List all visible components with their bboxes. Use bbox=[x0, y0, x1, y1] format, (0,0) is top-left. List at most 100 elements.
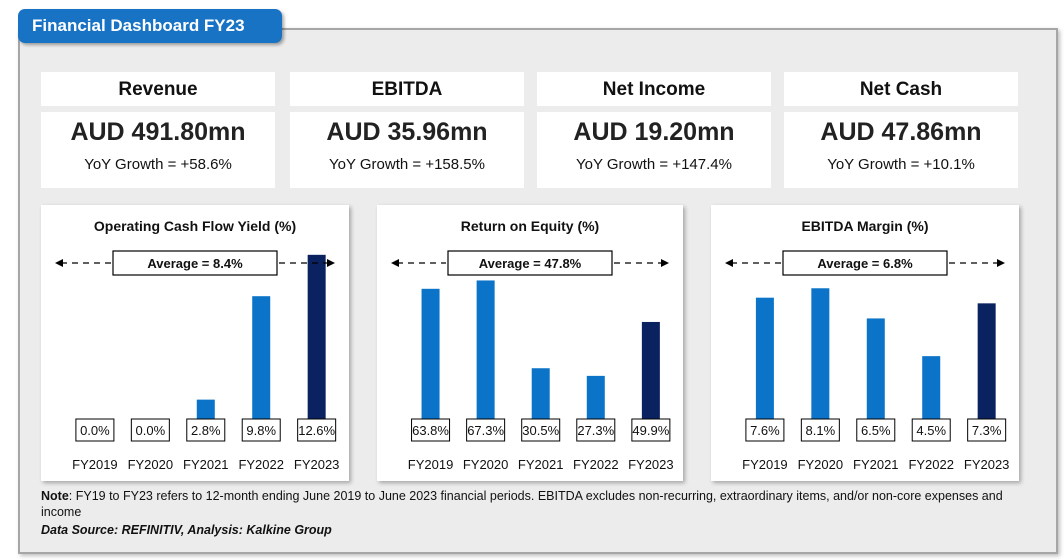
data-label: 30.5% bbox=[522, 423, 559, 438]
data-label-box bbox=[130, 418, 170, 442]
bar bbox=[641, 321, 660, 441]
data-source: Data Source: REFINITIV, Analysis: Kalkin… bbox=[41, 523, 332, 537]
note-label: Note bbox=[41, 489, 69, 503]
kpi-body: AUD 35.96mn YoY Growth = +158.5% bbox=[290, 112, 524, 188]
kpi-label: Net Income bbox=[537, 72, 771, 106]
chart-title: Return on Equity (%) bbox=[461, 218, 599, 234]
data-label-box bbox=[521, 418, 561, 442]
arrow-left-icon bbox=[55, 259, 63, 267]
kpi-growth: YoY Growth = +10.1% bbox=[827, 156, 975, 173]
average-box bbox=[112, 250, 278, 276]
kpi-growth: YoY Growth = +58.6% bbox=[84, 156, 232, 173]
data-label: 4.5% bbox=[916, 423, 946, 438]
average-label: Average = 8.4% bbox=[147, 256, 243, 271]
kpi-growth: YoY Growth = +147.4% bbox=[576, 156, 732, 173]
data-label-box bbox=[856, 418, 896, 442]
average-box bbox=[782, 250, 948, 276]
bar bbox=[755, 297, 774, 441]
data-label: 8.1% bbox=[806, 423, 836, 438]
data-label: 49.9% bbox=[632, 423, 669, 438]
kpi-value: AUD 19.20mn bbox=[573, 118, 735, 146]
data-label-box bbox=[745, 418, 785, 442]
footnote: Note: FY19 to FY23 refers to 12-month en… bbox=[41, 488, 1041, 520]
bar bbox=[307, 254, 326, 441]
data-label: 7.6% bbox=[750, 423, 780, 438]
kpi-card-ebitda: EBITDA AUD 35.96mn YoY Growth = +158.5% bbox=[290, 72, 524, 188]
kpi-label: Net Cash bbox=[784, 72, 1018, 106]
kpi-body: AUD 19.20mn YoY Growth = +147.4% bbox=[537, 112, 771, 188]
category-label: FY2021 bbox=[518, 457, 564, 472]
chart-title: EBITDA Margin (%) bbox=[801, 218, 928, 234]
data-label-box bbox=[967, 418, 1007, 442]
ebitda-margin-chart: EBITDA Margin (%) Average = 6.8% 7.6% FY201… bbox=[725, 218, 1010, 472]
data-label: 0.0% bbox=[80, 423, 110, 438]
ocf-yield-chart: Operating Cash Flow Yield (%) Average = 8… bbox=[55, 218, 340, 472]
kpi-growth: YoY Growth = +158.5% bbox=[329, 156, 485, 173]
category-label: FY2022 bbox=[238, 457, 284, 472]
category-label: FY2021 bbox=[853, 457, 899, 472]
kpi-label: EBITDA bbox=[290, 72, 524, 106]
arrow-left-icon bbox=[391, 259, 399, 267]
category-label: FY2023 bbox=[964, 457, 1010, 472]
data-label-box bbox=[911, 418, 951, 442]
data-label-box bbox=[466, 418, 506, 442]
data-label: 0.0% bbox=[136, 423, 166, 438]
average-label: Average = 47.8% bbox=[479, 256, 582, 271]
data-label: 12.6% bbox=[298, 423, 335, 438]
data-label-box bbox=[241, 418, 281, 442]
dashboard-title: Financial Dashboard FY23 bbox=[18, 9, 282, 43]
average-box bbox=[447, 250, 613, 276]
arrow-right-icon bbox=[661, 259, 669, 267]
kpi-card-revenue: Revenue AUD 491.80mn YoY Growth = +58.6% bbox=[41, 72, 275, 188]
category-label: FY2019 bbox=[742, 457, 788, 472]
kpi-label: Revenue bbox=[41, 72, 275, 106]
kpi-body: AUD 47.86mn YoY Growth = +10.1% bbox=[784, 112, 1018, 188]
category-label: FY2020 bbox=[463, 457, 509, 472]
data-label: 7.3% bbox=[972, 423, 1002, 438]
note-text: : FY19 to FY23 refers to 12-month ending… bbox=[41, 489, 1003, 519]
kpi-value: AUD 491.80mn bbox=[70, 118, 246, 146]
category-label: FY2023 bbox=[294, 457, 340, 472]
chart-card-ebitda-margin: EBITDA Margin (%) Average = 6.8% 7.6% FY201… bbox=[711, 205, 1019, 481]
arrow-right-icon bbox=[997, 259, 1005, 267]
kpi-card-net-cash: Net Cash AUD 47.86mn YoY Growth = +10.1% bbox=[784, 72, 1018, 188]
chart-card-roe: Return on Equity (%) Average = 47.8% 63.8%… bbox=[377, 205, 683, 481]
category-label: FY2020 bbox=[798, 457, 844, 472]
bar bbox=[476, 280, 495, 441]
chart-card-ocf-yield: Operating Cash Flow Yield (%) Average = 8… bbox=[41, 205, 349, 481]
category-label: FY2021 bbox=[183, 457, 229, 472]
category-label: FY2023 bbox=[628, 457, 674, 472]
average-label: Average = 6.8% bbox=[817, 256, 913, 271]
data-label-box bbox=[800, 418, 840, 442]
data-label-box bbox=[75, 418, 115, 442]
data-label-box bbox=[297, 418, 337, 442]
arrow-left-icon bbox=[725, 259, 733, 267]
data-label: 27.3% bbox=[577, 423, 614, 438]
category-label: FY2022 bbox=[573, 457, 619, 472]
bar bbox=[252, 296, 271, 441]
data-label: 2.8% bbox=[191, 423, 221, 438]
kpi-card-net-income: Net Income AUD 19.20mn YoY Growth = +147… bbox=[537, 72, 771, 188]
data-label-box bbox=[576, 418, 616, 442]
bar bbox=[866, 318, 885, 441]
bar bbox=[421, 288, 440, 441]
kpi-value: AUD 35.96mn bbox=[326, 118, 488, 146]
category-label: FY2020 bbox=[128, 457, 174, 472]
bar bbox=[811, 288, 830, 441]
category-label: FY2019 bbox=[72, 457, 118, 472]
data-label-box bbox=[411, 418, 451, 442]
data-label: 67.3% bbox=[467, 423, 504, 438]
kpi-body: AUD 491.80mn YoY Growth = +58.6% bbox=[41, 112, 275, 188]
chart-title: Operating Cash Flow Yield (%) bbox=[94, 218, 296, 234]
data-label-box bbox=[186, 418, 226, 442]
data-label: 6.5% bbox=[861, 423, 891, 438]
roe-chart: Return on Equity (%) Average = 47.8% 63.8%… bbox=[391, 218, 674, 472]
data-label: 63.8% bbox=[412, 423, 449, 438]
category-label: FY2019 bbox=[408, 457, 454, 472]
data-label-box bbox=[631, 418, 671, 442]
kpi-value: AUD 47.86mn bbox=[820, 118, 982, 146]
arrow-right-icon bbox=[327, 259, 335, 267]
data-label: 9.8% bbox=[246, 423, 276, 438]
bar bbox=[977, 303, 996, 441]
category-label: FY2022 bbox=[908, 457, 954, 472]
